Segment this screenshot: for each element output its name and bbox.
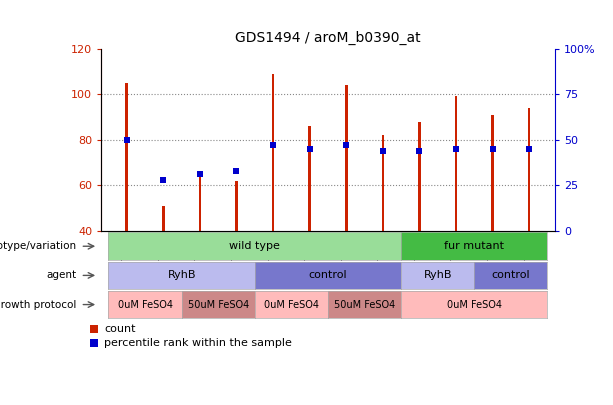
Text: count: count <box>104 324 135 335</box>
Text: fur mutant: fur mutant <box>444 241 504 251</box>
Text: 50uM FeSO4: 50uM FeSO4 <box>334 300 395 309</box>
Text: RyhB: RyhB <box>167 271 196 280</box>
Bar <box>308 126 311 231</box>
Text: agent: agent <box>47 271 77 280</box>
Bar <box>381 135 384 231</box>
Text: 0uM FeSO4: 0uM FeSO4 <box>118 300 172 309</box>
Text: genotype/variation: genotype/variation <box>0 241 77 251</box>
Bar <box>418 122 421 231</box>
Bar <box>455 96 457 231</box>
Bar <box>272 74 275 231</box>
Bar <box>199 174 201 231</box>
Bar <box>235 181 238 231</box>
Bar <box>491 115 494 231</box>
Text: growth protocol: growth protocol <box>0 300 77 309</box>
Bar <box>162 206 165 231</box>
Text: control: control <box>492 271 530 280</box>
Text: percentile rank within the sample: percentile rank within the sample <box>104 338 292 348</box>
Bar <box>126 83 128 231</box>
Bar <box>528 108 530 231</box>
Text: 0uM FeSO4: 0uM FeSO4 <box>264 300 319 309</box>
Text: RyhB: RyhB <box>424 271 452 280</box>
Bar <box>345 85 348 231</box>
Title: GDS1494 / aroM_b0390_at: GDS1494 / aroM_b0390_at <box>235 31 421 45</box>
Text: 0uM FeSO4: 0uM FeSO4 <box>447 300 502 309</box>
Text: 50uM FeSO4: 50uM FeSO4 <box>188 300 249 309</box>
Text: control: control <box>308 271 348 280</box>
Text: wild type: wild type <box>229 241 280 251</box>
